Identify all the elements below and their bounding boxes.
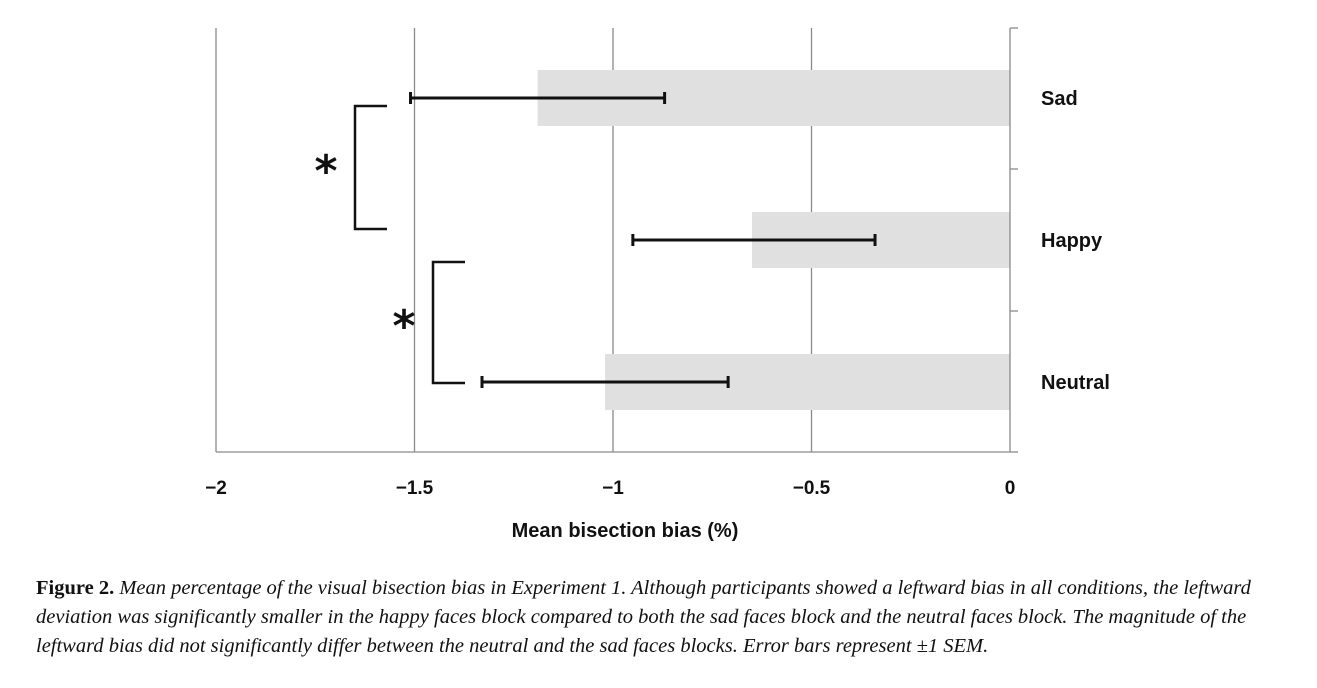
category-label-sad: Sad <box>1041 88 1078 110</box>
significance-bracket-0 <box>353 104 387 231</box>
x-tick-label-0: −2 <box>205 478 227 499</box>
figure-caption: Figure 2. Mean percentage of the visual … <box>36 574 1286 661</box>
significance-bracket-1 <box>431 260 465 385</box>
x-tick-label-4: 0 <box>1005 478 1016 499</box>
bisection-bias-chart: Sad Happy Neutral −2 −1.5 −1 −0.5 0 Mean bisecti… <box>205 27 1110 542</box>
significance-star-0: * <box>314 146 337 197</box>
significance-star-1: * <box>392 301 415 352</box>
caption-text: Mean percentage of the visual bisection … <box>36 577 1251 657</box>
x-axis-title: Mean bisection bias (%) <box>512 520 739 542</box>
x-tick-label-1: −1.5 <box>396 478 434 499</box>
category-label-happy: Happy <box>1041 230 1103 252</box>
caption-lead: Figure 2. <box>36 577 115 599</box>
x-tick-label-2: −1 <box>602 478 624 499</box>
category-label-neutral: Neutral <box>1041 372 1110 394</box>
x-tick-label-3: −0.5 <box>793 478 831 499</box>
